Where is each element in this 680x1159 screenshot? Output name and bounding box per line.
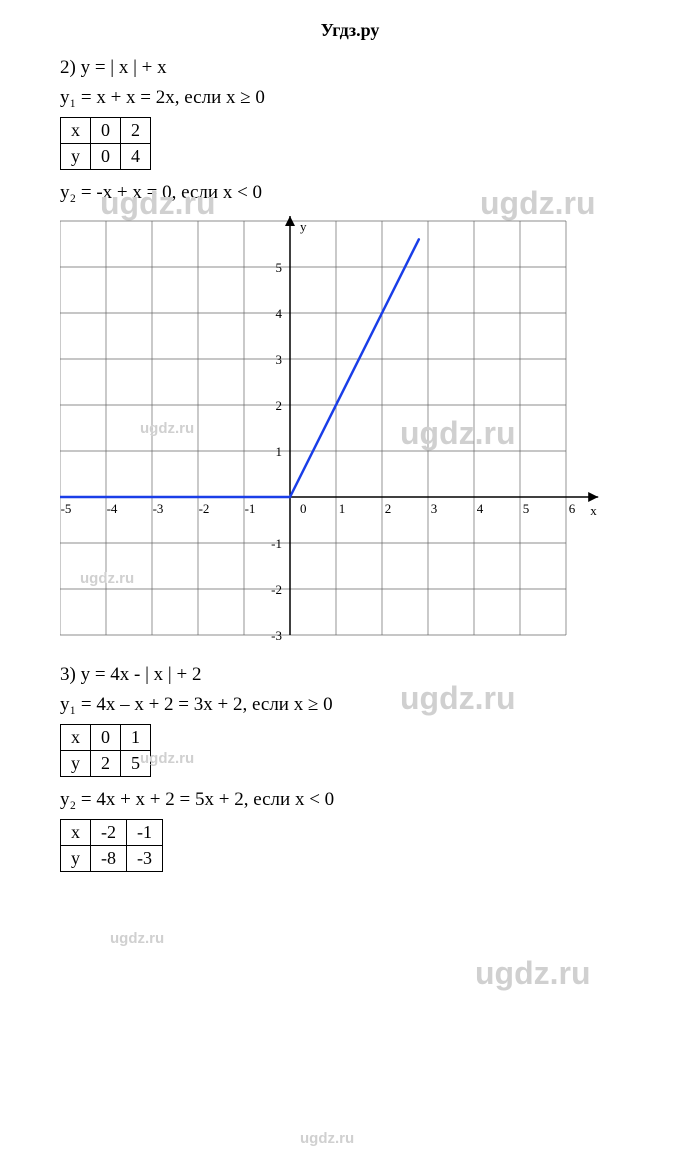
table-row: y -8 -3 <box>61 846 163 872</box>
problem3-main: 3) y = 4x - | x | + 2 <box>60 664 640 686</box>
svg-text:-1: -1 <box>271 536 282 551</box>
svg-text:3: 3 <box>276 352 283 367</box>
problem3-y1: y₁ = 4x – x + 2 = 3x + 2, если x ≥ 0 <box>60 694 640 716</box>
svg-text:0: 0 <box>300 501 307 516</box>
cell: 2 <box>91 751 121 777</box>
watermark: ugdz.ru <box>110 930 164 947</box>
cell: 0 <box>91 144 121 170</box>
svg-text:5: 5 <box>276 260 283 275</box>
svg-text:-2: -2 <box>271 582 282 597</box>
svg-text:y: y <box>300 219 307 234</box>
table-row: x -2 -1 <box>61 820 163 846</box>
watermark: ugdz.ru <box>475 955 591 992</box>
problem3-table1: x 0 1 y 2 5 <box>60 724 151 777</box>
svg-text:3: 3 <box>431 501 438 516</box>
cell: 2 <box>121 118 151 144</box>
svg-text:4: 4 <box>276 306 283 321</box>
cell: y <box>61 751 91 777</box>
cell: -8 <box>91 846 127 872</box>
svg-text:5: 5 <box>523 501 530 516</box>
svg-text:2: 2 <box>276 398 283 413</box>
table-row: x 0 1 <box>61 725 151 751</box>
chart-container: -5 -4 -3 -2 -1 1 2 3 4 5 6 -3 -2 -1 1 2 3 4 5 0 x y <box>60 216 640 646</box>
cell: 0 <box>91 118 121 144</box>
svg-text:-3: -3 <box>153 501 164 516</box>
svg-text:-1: -1 <box>245 501 256 516</box>
svg-text:-2: -2 <box>199 501 210 516</box>
watermark: ugdz.ru <box>300 1130 354 1147</box>
cell: x <box>61 118 91 144</box>
cell: 5 <box>121 751 151 777</box>
cell: -3 <box>127 846 163 872</box>
svg-text:-5: -5 <box>61 501 72 516</box>
problem2-y1: y₁ = x + x = 2x, если x ≥ 0 <box>60 87 640 109</box>
cell: 4 <box>121 144 151 170</box>
svg-text:x: x <box>590 503 597 518</box>
problem2-main: 2) y = | x | + x <box>60 57 640 79</box>
cell: y <box>61 846 91 872</box>
cell: -2 <box>91 820 127 846</box>
svg-text:-4: -4 <box>107 501 118 516</box>
cell: y <box>61 144 91 170</box>
problem3-y2: y₂ = 4x + x + 2 = 5x + 2, если x < 0 <box>60 789 640 811</box>
svg-text:1: 1 <box>339 501 346 516</box>
svg-text:1: 1 <box>276 444 283 459</box>
problem3-table2: x -2 -1 y -8 -3 <box>60 819 163 872</box>
cell: 1 <box>121 725 151 751</box>
svg-text:-3: -3 <box>271 628 282 640</box>
svg-text:2: 2 <box>385 501 392 516</box>
table-row: y 0 4 <box>61 144 151 170</box>
problem2-table1: x 0 2 y 0 4 <box>60 117 151 170</box>
cell: -1 <box>127 820 163 846</box>
cell: 0 <box>91 725 121 751</box>
table-row: x 0 2 <box>61 118 151 144</box>
problem2-y2: y₂ = -x + x = 0, если x < 0 <box>60 182 640 204</box>
svg-text:6: 6 <box>569 501 576 516</box>
table-row: y 2 5 <box>61 751 151 777</box>
svg-text:4: 4 <box>477 501 484 516</box>
page-header: Угдз.ру <box>60 20 640 41</box>
cell: x <box>61 820 91 846</box>
coordinate-chart: -5 -4 -3 -2 -1 1 2 3 4 5 6 -3 -2 -1 1 2 3 4 5 0 x y <box>60 216 612 640</box>
cell: x <box>61 725 91 751</box>
